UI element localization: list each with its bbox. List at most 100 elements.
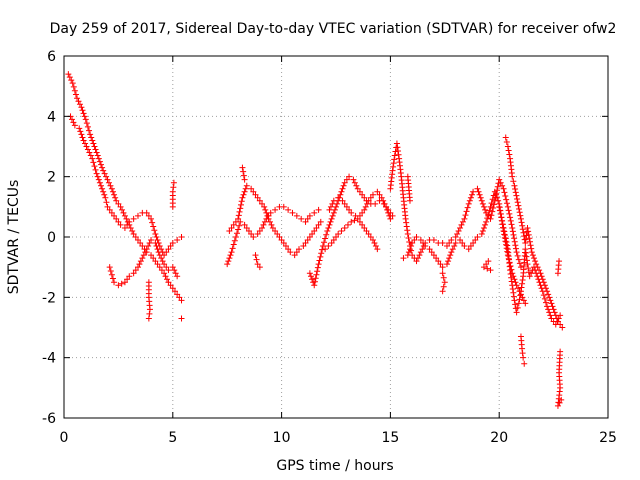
data-point-marker	[91, 143, 98, 150]
data-point-marker	[489, 196, 496, 203]
data-point-marker	[548, 300, 555, 307]
data-point-marker	[233, 230, 240, 237]
data-point-marker	[143, 246, 150, 253]
data-point-marker	[178, 315, 185, 322]
data-point-marker	[169, 285, 176, 292]
data-point-marker	[343, 203, 350, 210]
data-point-marker	[318, 250, 325, 257]
data-point-marker	[142, 249, 149, 256]
data-point-marker	[245, 227, 252, 234]
data-point-marker	[95, 155, 102, 162]
data-point-marker	[326, 206, 333, 213]
data-point-marker	[416, 252, 423, 259]
data-point-marker	[351, 179, 358, 186]
data-point-marker	[458, 221, 465, 228]
data-point-marker	[339, 197, 346, 204]
data-point-marker	[155, 249, 162, 256]
data-point-marker	[439, 288, 446, 295]
data-point-marker	[470, 188, 477, 195]
data-point-marker	[171, 288, 178, 295]
data-point-marker	[446, 255, 453, 262]
data-point-marker	[447, 252, 454, 259]
data-point-marker	[541, 282, 548, 289]
data-point-marker	[68, 116, 75, 123]
data-point-marker	[89, 137, 96, 144]
data-point-marker	[516, 296, 523, 303]
data-point-marker	[508, 221, 515, 228]
data-point-marker	[480, 203, 487, 210]
data-point-marker	[479, 227, 486, 234]
data-point-marker	[509, 228, 516, 235]
data-point-marker	[440, 283, 447, 290]
data-point-marker	[232, 234, 239, 240]
data-point-marker	[440, 274, 447, 281]
data-point-marker	[519, 226, 526, 233]
data-point-marker	[406, 239, 413, 246]
data-point-marker	[236, 222, 243, 229]
data-point-marker	[146, 310, 153, 317]
data-point-marker	[507, 270, 514, 277]
data-point-marker	[465, 246, 472, 253]
data-point-marker	[165, 279, 172, 286]
data-point-marker	[224, 261, 231, 268]
data-point-marker	[439, 264, 446, 271]
data-point-marker	[528, 249, 535, 256]
data-point-marker	[507, 214, 514, 221]
data-point-marker	[356, 212, 363, 219]
data-point-marker	[536, 267, 543, 274]
data-point-marker	[240, 168, 247, 175]
data-point-marker	[83, 120, 90, 127]
data-point-marker	[330, 209, 337, 216]
data-point-marker	[145, 212, 152, 219]
data-point-marker	[314, 264, 321, 271]
data-point-marker	[263, 209, 270, 216]
data-point-marker	[443, 261, 450, 268]
data-point-marker	[71, 87, 78, 94]
data-point-marker	[325, 224, 332, 231]
data-point-marker	[254, 194, 261, 201]
data-point-marker	[322, 246, 329, 253]
data-point-marker	[306, 234, 313, 240]
data-point-marker	[261, 203, 268, 210]
data-point-marker	[280, 240, 287, 247]
data-point-marker	[551, 309, 558, 316]
data-point-marker	[344, 221, 351, 228]
data-point-marker	[504, 248, 511, 255]
data-point-marker	[538, 273, 545, 280]
data-point-marker	[252, 252, 259, 259]
data-point-marker	[132, 267, 139, 274]
data-point-marker	[380, 197, 387, 204]
data-point-marker	[69, 80, 76, 87]
data-point-marker	[226, 255, 233, 262]
data-point-marker	[488, 200, 495, 207]
data-point-marker	[311, 227, 318, 234]
data-point-marker	[304, 237, 311, 244]
data-point-marker	[319, 246, 326, 253]
data-point-marker	[314, 268, 321, 275]
data-point-marker	[254, 230, 261, 237]
data-point-marker	[68, 77, 75, 84]
data-point-marker	[174, 291, 181, 298]
data-point-marker	[104, 176, 111, 183]
data-point-marker	[364, 200, 371, 207]
data-point-marker	[409, 240, 416, 247]
data-point-marker	[148, 237, 155, 244]
data-point-marker	[439, 270, 446, 277]
data-point-marker	[143, 209, 150, 216]
data-point-marker	[359, 209, 366, 216]
data-point-marker	[512, 189, 519, 196]
data-point-marker	[522, 246, 529, 253]
data-point-marker	[506, 151, 513, 158]
data-point-marker	[489, 208, 496, 215]
data-point-marker	[174, 237, 181, 244]
data-point-marker	[457, 237, 464, 244]
data-point-marker	[391, 156, 398, 163]
data-point-marker	[282, 243, 289, 250]
data-point-marker	[328, 240, 335, 247]
data-point-marker	[109, 275, 116, 282]
data-point-marker	[496, 176, 503, 183]
data-point-marker	[433, 255, 440, 262]
data-point-marker	[83, 143, 90, 150]
data-point-marker	[253, 256, 260, 263]
data-point-marker	[386, 212, 393, 219]
